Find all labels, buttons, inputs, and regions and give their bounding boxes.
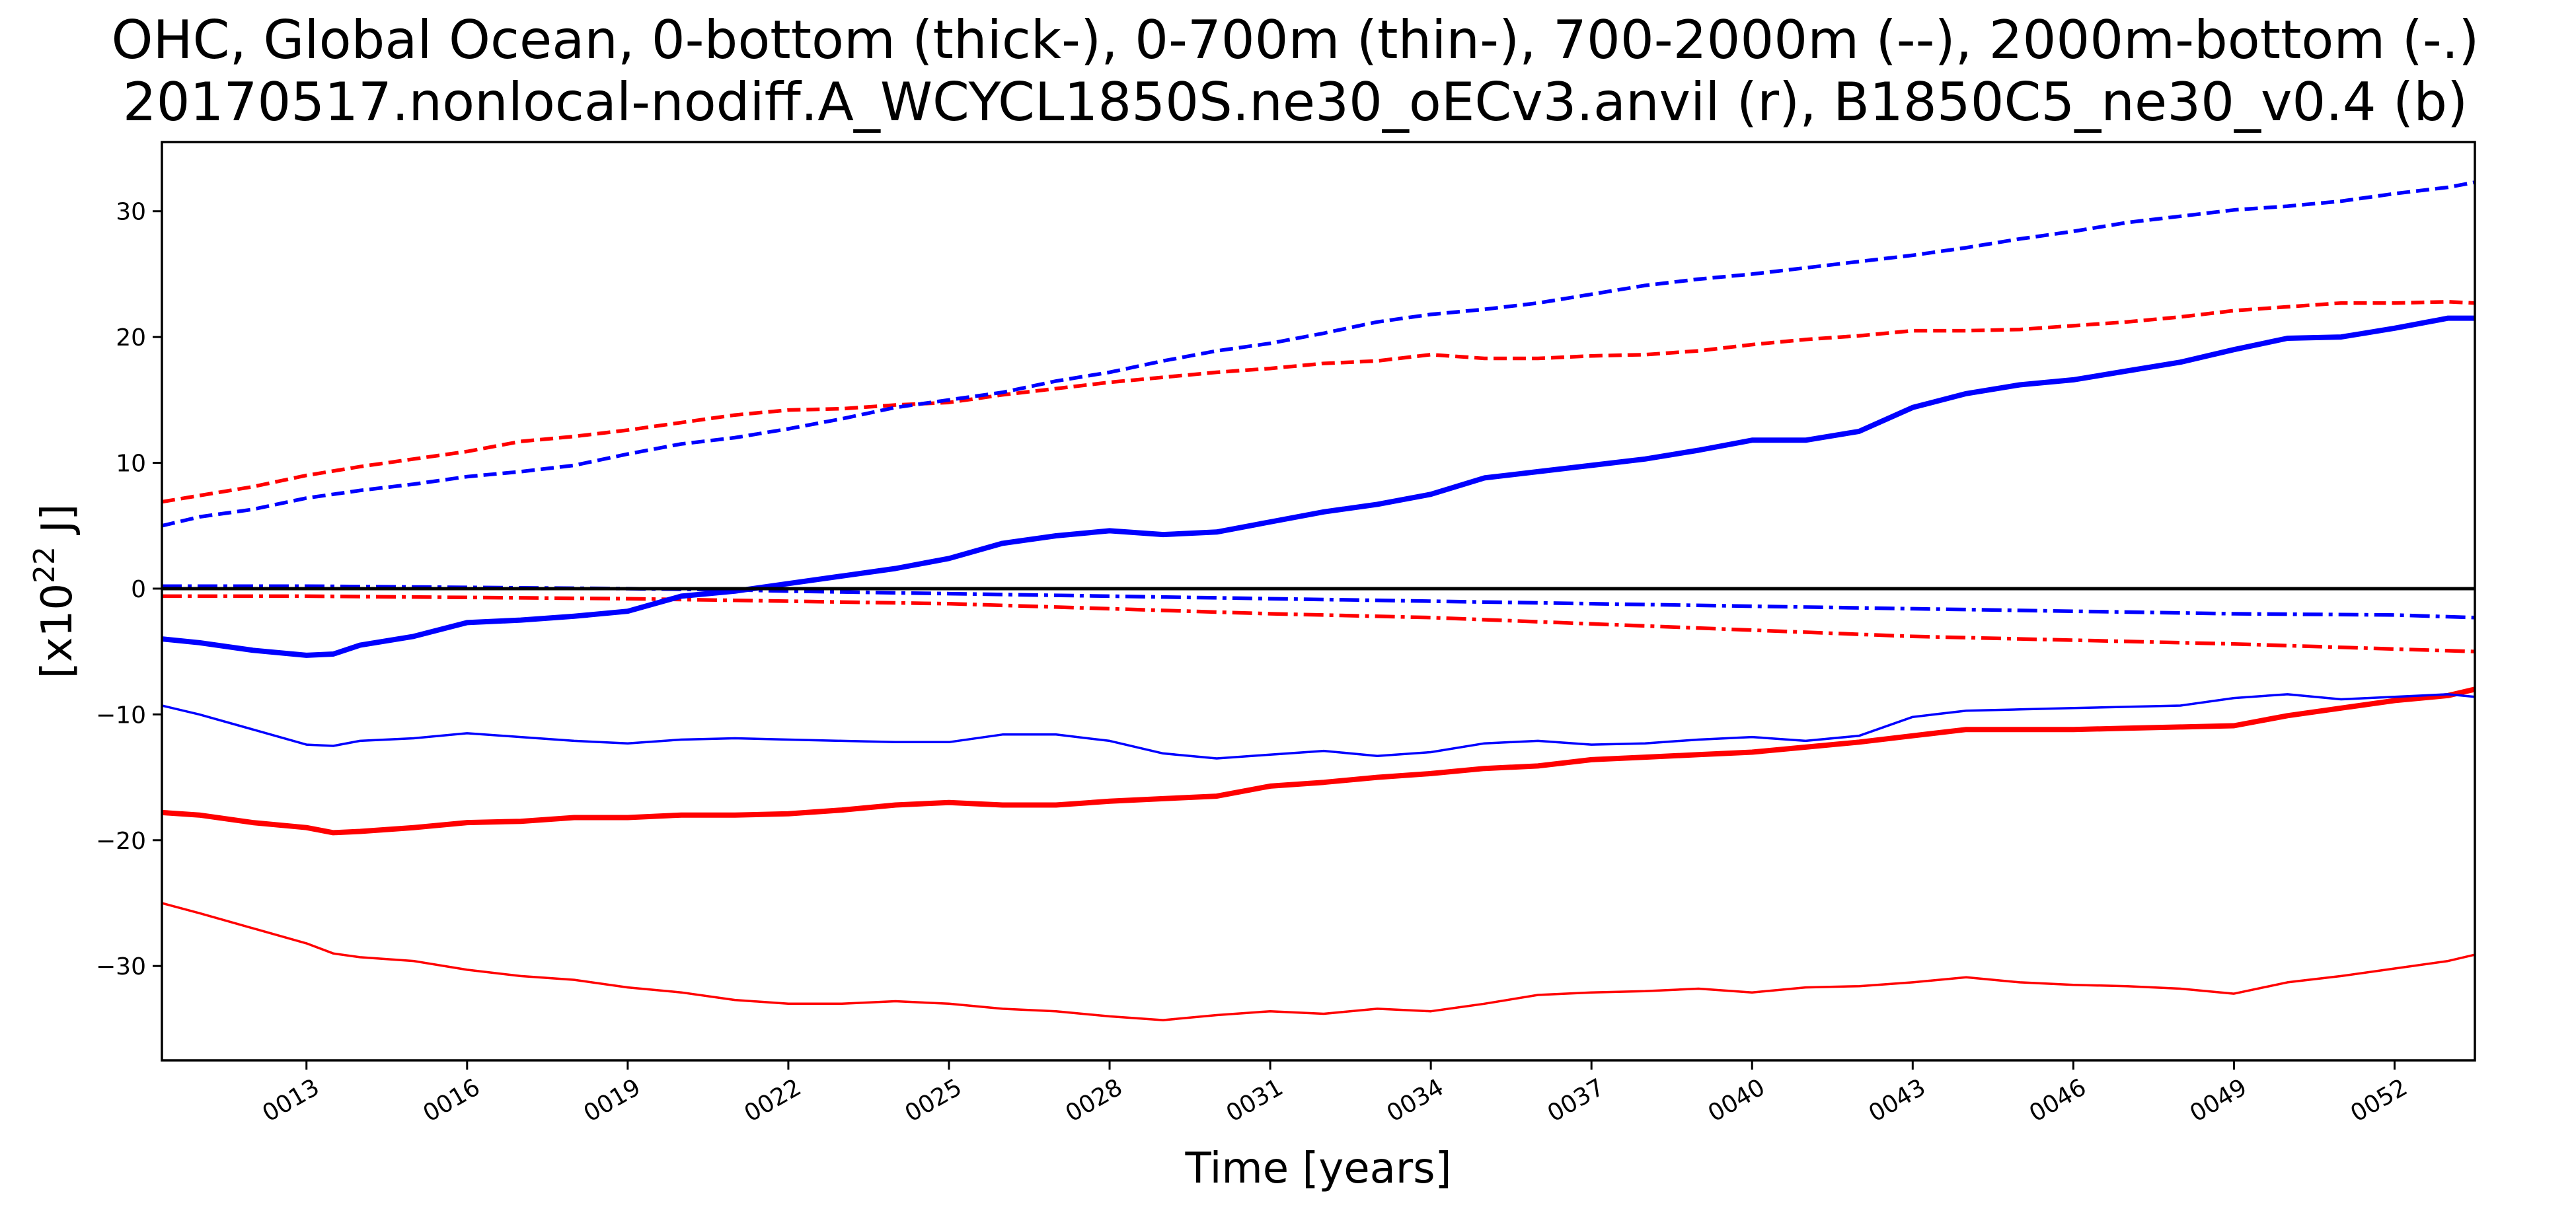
x-axis-label: Time [years] — [1184, 1144, 1451, 1193]
series-line-blue-thin-solid — [161, 693, 2476, 760]
series-line-red-thin-solid — [161, 902, 2476, 1021]
series-line-blue-thick-solid — [161, 315, 2475, 658]
y-tick-label: −30 — [96, 953, 146, 980]
y-tick-label: 20 — [116, 324, 146, 351]
series-line-red-dashdot — [162, 594, 2476, 653]
y-tick-label: 10 — [116, 451, 146, 478]
series-line-red-thick-solid — [161, 686, 2476, 836]
y-axis-label: [x1022 J] — [28, 504, 82, 678]
plot-frame — [161, 141, 2476, 1062]
series-line-red-dashed — [161, 300, 2476, 504]
y-axis-label-prefix: [x10 — [33, 583, 82, 678]
y-axis-ticks: −30 −20 −10 0 10 20 30 — [96, 199, 162, 980]
y-tick-label: 0 — [131, 576, 146, 603]
y-tick-label: −10 — [96, 702, 146, 729]
chart-title-line-1: OHC, Global Ocean, 0-bottom (thick-), 0-… — [112, 9, 2480, 71]
chart-title-line-2: 20170517.nonlocal-nodiff.A_WCYCL1850S.ne… — [123, 71, 2468, 133]
y-axis-label-exponent: 22 — [28, 546, 61, 583]
series-line-blue-dashed — [161, 180, 2476, 528]
y-axis-label-suffix: J] — [33, 504, 82, 546]
y-tick-label: 30 — [116, 199, 146, 226]
y-tick-label: −20 — [96, 828, 146, 855]
